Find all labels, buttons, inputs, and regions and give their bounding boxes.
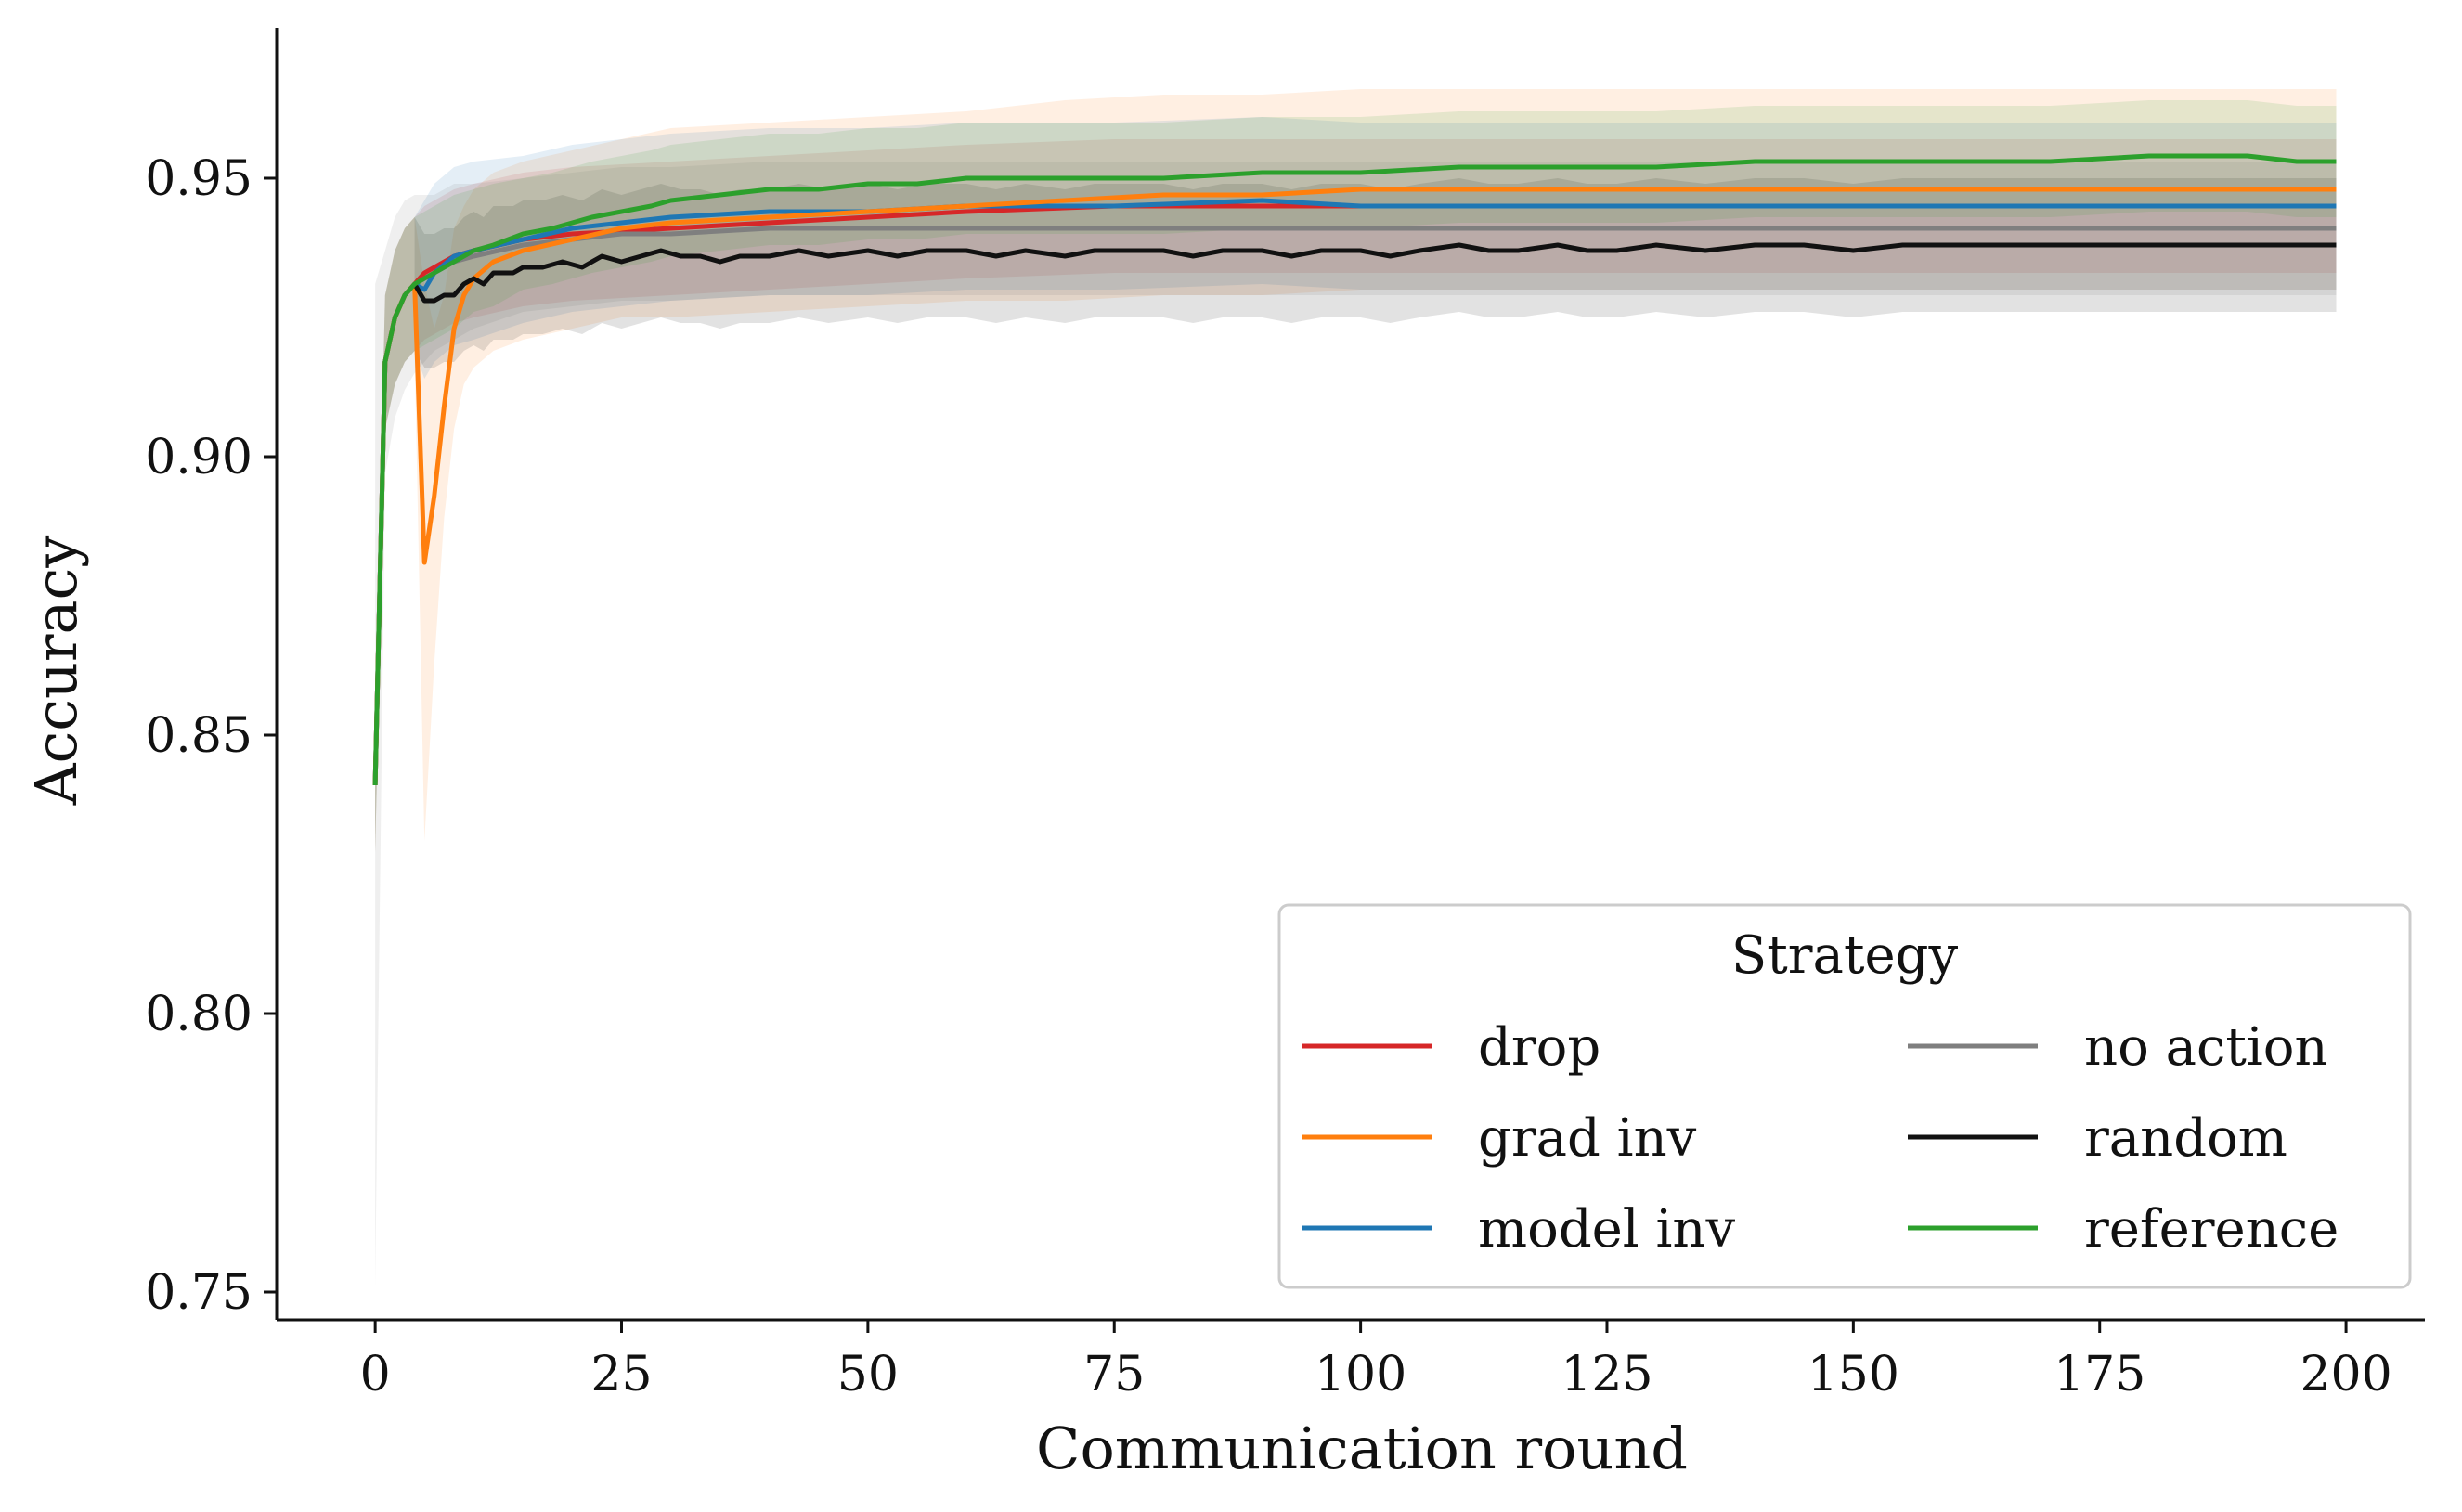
y-tick-label: 0.75 [145, 1265, 253, 1321]
legend-entries: drop grad inv model inv no action random refe… [1302, 1017, 2339, 1260]
x-tick-label: 0 [360, 1347, 391, 1402]
line-reference [372, 153, 2337, 786]
band-no-action [375, 162, 2337, 1286]
legend-frame [1277, 903, 2412, 1289]
y-tick-label: 0.80 [145, 987, 253, 1042]
legend-title: Strategy [1731, 925, 1959, 986]
band-grad-inv [375, 89, 2337, 852]
band-random [414, 178, 2337, 368]
x-tick-label: 50 [837, 1347, 899, 1402]
y-tick-label: 0.90 [145, 430, 253, 485]
band-drop [375, 139, 2337, 852]
legend-label-model-inv: model inv [1478, 1199, 1735, 1260]
x-tick-label: 125 [1561, 1347, 1652, 1402]
line-random [412, 242, 2337, 304]
x-tick-label: 25 [590, 1347, 652, 1402]
y-tick-label: 0.95 [145, 151, 253, 207]
legend-label-random: random [2084, 1108, 2287, 1169]
band-reference [375, 100, 2337, 852]
x-axis-label: Communication round [1036, 1415, 1688, 1482]
legend: Strategy drop grad inv model inv no action r… [1277, 903, 2412, 1289]
x-tick-label: 75 [1083, 1347, 1145, 1402]
legend-label-reference: reference [2084, 1199, 2339, 1260]
legend-label-drop: drop [1478, 1017, 1600, 1078]
x-tick-label: 200 [2300, 1347, 2391, 1402]
x-tick-label: 100 [1315, 1347, 1406, 1402]
series-lines [372, 153, 2337, 786]
y-tick-label: 0.85 [145, 708, 253, 764]
line-grad-inv [372, 187, 2337, 786]
x-tick-label: 175 [2054, 1347, 2145, 1402]
axes [275, 28, 2425, 1322]
legend-label-no-action: no action [2084, 1017, 2328, 1078]
legend-label-grad-inv: grad inv [1478, 1108, 1697, 1169]
x-tick-label: 150 [1808, 1347, 1899, 1402]
y-axis-label: Accuracy [22, 536, 90, 807]
tick-marks: 0 25 50 75 100 125 150 175 200 0.75 0.80 0.85 0.90 0.… [145, 151, 2391, 1402]
